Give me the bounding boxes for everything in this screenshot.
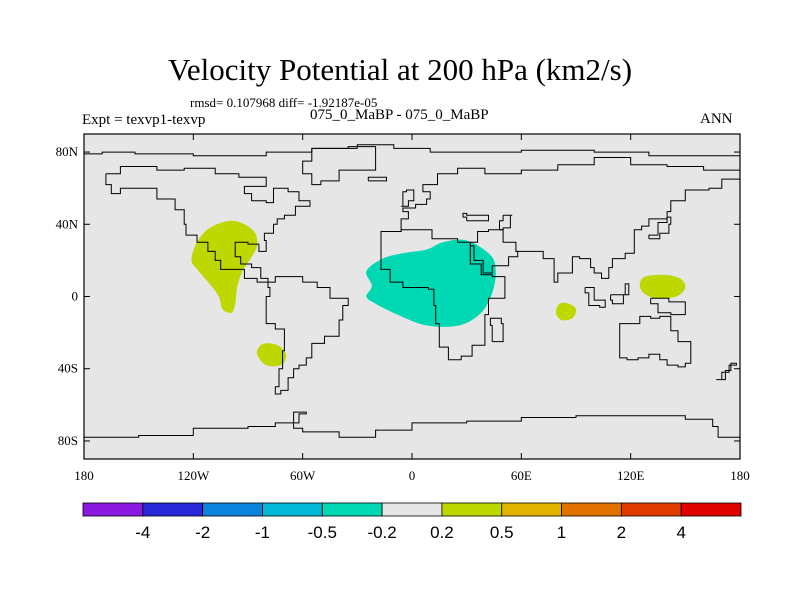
coastline: [515, 173, 740, 283]
colorbar-swatch: [321, 502, 383, 517]
colorbar-label: -4: [135, 523, 150, 542]
negative-anomaly-africa: [366, 239, 496, 327]
y-tick-label: 80S: [58, 433, 78, 448]
coastline-layer: [84, 144, 740, 438]
coastline: [393, 157, 740, 232]
colorbar-swatch: [82, 502, 144, 517]
coastline: [380, 229, 506, 361]
coastline: [367, 176, 387, 182]
season-label: ANN: [700, 111, 733, 127]
coastline: [265, 276, 349, 395]
map-title: Velocity Potential at 200 hPa (km2/s): [167, 52, 633, 87]
coastline: [619, 315, 692, 368]
experiment-label: Expt = texvp1-texvp: [82, 112, 206, 128]
colorbar: -4 -2 -1 -0.5 -0.2 0.2 0.5 1 2 4: [82, 502, 742, 542]
y-tick-label: 40S: [58, 361, 78, 376]
colorbar-label: -0.5: [308, 523, 337, 542]
x-tick-label: 120W: [177, 468, 210, 483]
coastline: [84, 144, 740, 157]
x-tick-label: 60E: [511, 468, 532, 483]
colorbar-swatch: [680, 502, 742, 517]
axis-ticks: 180 120W 60W 0 60E 120E 180 80N 40N 0 40S 80S: [56, 134, 750, 483]
x-tick-label: 120E: [617, 468, 645, 483]
coastline: [610, 283, 630, 305]
x-tick-label: 0: [409, 468, 416, 483]
colorbar-swatch: [561, 502, 622, 517]
colorbar-swatch: [202, 502, 263, 517]
y-tick-label: 40N: [56, 216, 79, 231]
colorbar-swatch: [262, 502, 323, 517]
coastline: [584, 287, 606, 308]
coastline: [469, 229, 519, 274]
coastline: [401, 189, 415, 207]
y-tick-label: 0: [72, 289, 79, 304]
colorbar-swatch: [441, 502, 503, 517]
colorbar-label: 0.5: [490, 523, 514, 542]
coastline: [105, 173, 268, 283]
case-comparison-label: 075_0_MaBP - 075_0_MaBP: [310, 107, 489, 123]
positive-anomaly-west-pacific: [639, 274, 686, 299]
colorbar-swatch: [501, 502, 562, 517]
x-tick-label: 180: [74, 468, 94, 483]
coastline: [84, 411, 740, 438]
colorbar-label: -0.2: [367, 523, 396, 542]
coastline: [302, 146, 377, 186]
colorbar-label: 0.2: [430, 523, 454, 542]
colorbar-label: 4: [676, 523, 685, 542]
colorbar-label: -2: [195, 523, 210, 542]
colorbar-label: 1: [557, 523, 566, 542]
coastline: [716, 362, 737, 381]
coastline: [105, 166, 311, 283]
coastline: [499, 214, 513, 231]
colorbar-swatch: [142, 502, 204, 517]
coastline: [462, 212, 489, 222]
x-tick-label: 180: [730, 468, 750, 483]
positive-anomaly-south-pacific: [256, 343, 287, 367]
colorbar-swatch: [620, 502, 682, 517]
colorbar-label: -1: [255, 523, 270, 542]
x-tick-label: 60W: [290, 468, 316, 483]
y-tick-label: 80N: [56, 144, 79, 159]
coastline: [648, 216, 672, 240]
stats-line: rmsd= 0.107968 diff= -1.92187e-05: [190, 95, 378, 110]
coastline: [650, 297, 686, 316]
positive-anomaly-indian-ocean: [555, 302, 577, 321]
colorbar-swatch: [381, 502, 443, 517]
colorbar-label: 2: [617, 523, 626, 542]
coastline: [489, 317, 504, 343]
